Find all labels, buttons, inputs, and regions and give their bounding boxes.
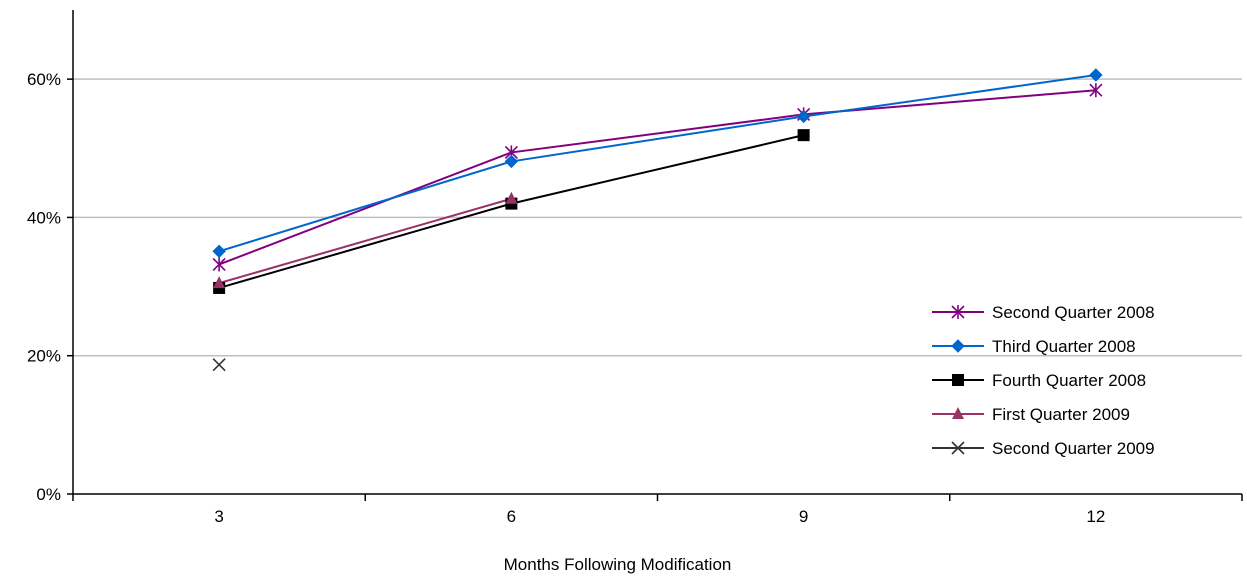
legend-marker [952,407,964,419]
legend-marker-stroke [951,441,965,455]
legend-label: Second Quarter 2008 [992,303,1155,322]
x-tick-label: 6 [507,507,516,526]
legend-entry-4: Second Quarter 2009 [932,439,1155,458]
data-point-3-1 [505,191,518,204]
data-point-3-0 [213,276,226,289]
legend: Second Quarter 2008 Third Quarter 2008 Fou… [932,303,1155,458]
series-lines [218,74,1097,289]
axes: 0% 20% 40% 60% 3 6 9 12 Months Following Modific… [27,10,1243,574]
legend-marker [951,441,965,455]
data-point-1-2 [796,109,811,124]
legend-entry-1: Third Quarter 2008 [932,337,1136,356]
legend-label: Third Quarter 2008 [992,337,1136,356]
legend-marker [951,339,965,353]
y-tick-label: 20% [27,347,61,366]
data-point-1-0 [212,244,226,259]
x-axis-title: Months Following Modification [504,555,732,574]
legend-marker [952,374,964,386]
data-point-0-0 [212,257,226,272]
x-tick-label: 12 [1086,507,1105,526]
data-point-1-1 [504,154,519,169]
data-point-0-3 [1089,83,1103,98]
legend-label: First Quarter 2009 [992,405,1130,424]
data-point-1-3 [1089,68,1103,82]
y-tick-label: 40% [27,208,61,227]
legend-entry-2: Fourth Quarter 2008 [932,371,1146,390]
legend-entry-0: Second Quarter 2008 [932,303,1155,322]
legend-entry-3: First Quarter 2009 [932,405,1130,424]
y-tick-label: 0% [36,485,61,504]
data-point-4-0-stroke [212,358,226,372]
legend-marker [951,305,965,319]
series-line-0 [218,89,1096,266]
y-tick-label: 60% [27,70,61,89]
series-line-3 [218,197,512,285]
series-line-1 [218,74,1097,253]
legend-label: Fourth Quarter 2008 [992,371,1146,390]
data-point-2-2 [797,129,810,142]
data-point-4-0 [212,358,226,372]
legend-label: Second Quarter 2009 [992,439,1155,458]
gridlines [73,78,1242,357]
x-tick-label: 9 [799,507,808,526]
x-tick-label: 3 [214,507,223,526]
series-markers [212,68,1103,372]
